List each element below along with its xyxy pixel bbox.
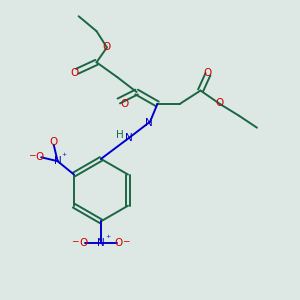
Text: N: N <box>54 156 61 166</box>
Text: O: O <box>115 238 123 248</box>
Text: −: − <box>28 150 35 159</box>
Text: +: + <box>61 152 67 157</box>
Text: O: O <box>204 68 212 78</box>
Text: +: + <box>105 234 110 239</box>
Text: O: O <box>79 238 87 248</box>
Text: H: H <box>116 130 124 140</box>
Text: −: − <box>71 236 79 245</box>
Text: −: − <box>122 236 130 245</box>
Text: O: O <box>49 137 57 147</box>
Text: O: O <box>216 98 224 108</box>
Text: N: N <box>125 133 133 142</box>
Text: O: O <box>121 99 129 109</box>
Text: O: O <box>70 68 78 78</box>
Text: O: O <box>36 152 44 162</box>
Text: N: N <box>97 238 105 248</box>
Text: N: N <box>145 118 152 128</box>
Text: O: O <box>103 42 111 52</box>
